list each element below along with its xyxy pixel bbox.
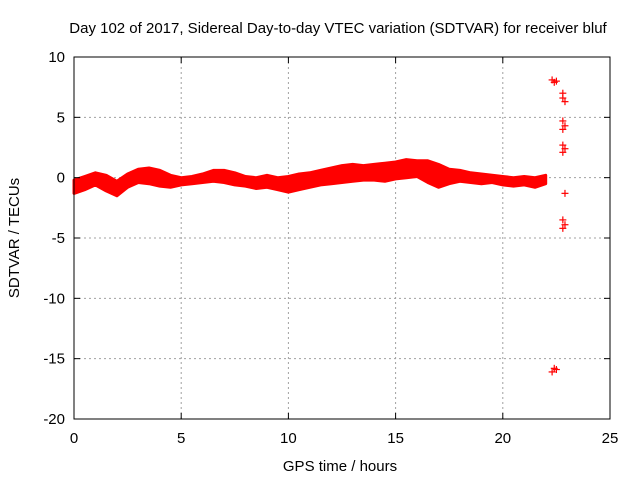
data-point (559, 148, 567, 156)
y-tick-label: -15 (43, 351, 65, 368)
data-band-layer (72, 158, 548, 198)
x-tick-label: 5 (177, 430, 185, 447)
outlier-points-layer (548, 76, 569, 376)
data-point (559, 141, 567, 149)
y-tick-label: -10 (43, 290, 65, 307)
y-tick-label: 0 (57, 170, 65, 187)
data-point (561, 98, 569, 106)
grid-lines (74, 57, 610, 419)
data-point (559, 94, 567, 102)
data-point (559, 216, 567, 224)
data-point (552, 77, 560, 85)
y-axis-label: SDTVAR / TECUs (6, 178, 23, 298)
x-tick-label: 20 (494, 430, 511, 447)
chart-title: Day 102 of 2017, Sidereal Day-to-day VTE… (69, 20, 607, 37)
data-point (561, 189, 569, 197)
data-point (561, 221, 569, 229)
x-axis-label: GPS time / hours (283, 458, 397, 475)
x-tick-label: 0 (70, 430, 78, 447)
x-tick-label: 25 (602, 430, 619, 447)
axis-ticks: 0 5 10 15 20 25 -20 -15 -10 -5 0 5 10 (43, 49, 618, 447)
data-point (559, 117, 567, 125)
y-tick-label: -20 (43, 411, 65, 428)
data-point (561, 122, 569, 130)
y-tick-label: -5 (52, 230, 65, 247)
y-tick-label: 10 (48, 49, 65, 66)
data-point (561, 145, 569, 153)
data-point (559, 125, 567, 133)
y-tick-label: 5 (57, 109, 65, 126)
data-point (559, 224, 567, 232)
x-tick-label: 15 (387, 430, 404, 447)
x-tick-label: 10 (280, 430, 297, 447)
data-point (548, 368, 556, 376)
data-band-area (72, 158, 548, 198)
data-point (552, 366, 560, 374)
